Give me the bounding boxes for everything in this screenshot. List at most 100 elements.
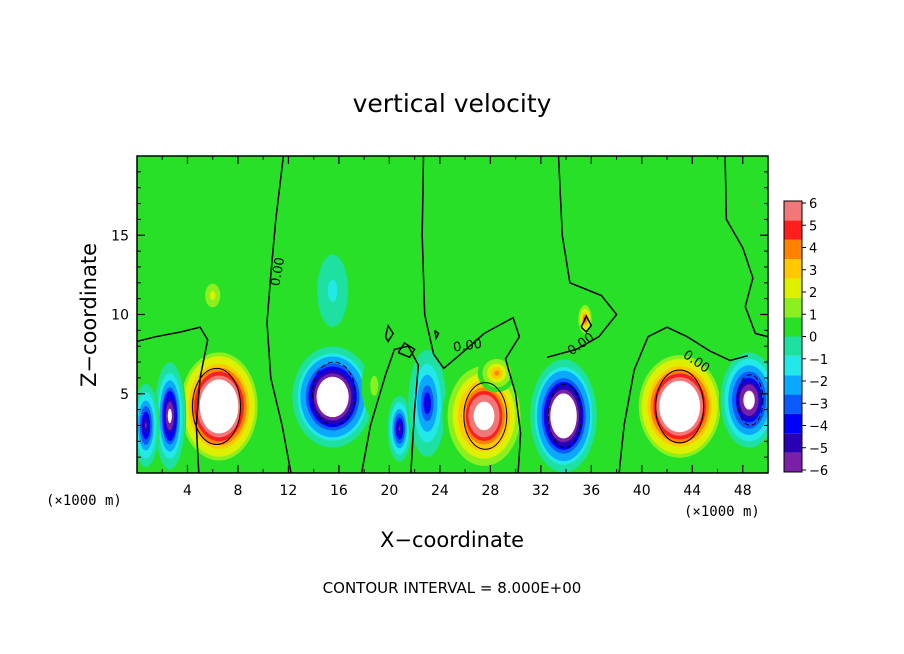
zero-contour-line (397, 341, 416, 359)
zero-contour-line (421, 156, 522, 473)
field-cell (452, 179, 579, 291)
colorbar-band (784, 413, 802, 434)
colorbar-band (784, 452, 802, 472)
colorbar-band (784, 375, 802, 395)
x-tick-label: 28 (481, 483, 499, 499)
y-axis: 5 10 15 (111, 171, 768, 458)
colorbar-tick-label: 5 (809, 219, 817, 234)
y-tick-label: 5 (120, 387, 129, 403)
field-cell (477, 354, 516, 393)
field-cell (212, 163, 314, 260)
field-contour-band (511, 231, 520, 239)
contour-labels: 0.000.00 0.000.00 (268, 256, 712, 376)
field-contour-band (373, 383, 376, 388)
field-contour-band (260, 208, 267, 215)
velocity-field (137, 156, 768, 473)
inner-contour-line (311, 361, 356, 426)
colorbar-band (784, 394, 802, 414)
colorbar-tick-label: −5 (809, 442, 828, 457)
field-contour-band (329, 393, 336, 401)
zero-contour-line (618, 326, 748, 473)
field-cell (289, 343, 376, 451)
field-contour-band (168, 412, 171, 420)
inner-contour-line (463, 382, 508, 450)
x-tick-label: 4 (183, 483, 192, 499)
field-contour-band (216, 402, 222, 411)
field-contour-band (481, 412, 487, 420)
field-cell (603, 211, 705, 307)
contour-label: 0.00 (452, 337, 483, 356)
colorbar-tick-label: 6 (809, 197, 817, 212)
field-cell (528, 355, 599, 473)
zero-contour-line (266, 156, 292, 473)
colorbar-tick-label: 2 (809, 286, 817, 301)
zero-contour-line (724, 156, 768, 338)
colorbar-band (784, 336, 802, 356)
chart-title: vertical velocity (353, 89, 552, 118)
colorbar-band (784, 201, 802, 221)
x-unit-label-right: (×1000 m) (684, 504, 760, 520)
field-contour-band (331, 287, 334, 294)
field-cell (386, 393, 413, 464)
colorbar-band (784, 278, 802, 298)
colorbar: 6 5 4 3 2 1 0 −1 −2 −3 −4 −5 −6 (783, 197, 828, 479)
colorbar-tick-label: −4 (809, 420, 828, 435)
field-contour-band (144, 422, 147, 429)
colorbar-band (784, 317, 802, 337)
colorbar-band (784, 259, 802, 279)
colorbar-tick-label: 0 (809, 331, 817, 346)
colorbar-tick-label: −3 (809, 397, 828, 412)
inner-contour-line (547, 383, 582, 449)
zero-contour-line (580, 314, 593, 333)
field-contour-band (495, 371, 498, 375)
zero-contour-line (384, 323, 395, 343)
y-axis-label: Z−coordinate (77, 243, 101, 387)
x-tick-label: 44 (683, 483, 701, 499)
colorbar-tick-label: −2 (809, 375, 828, 390)
zero-contour-line (434, 329, 440, 341)
zero-contour-line (137, 326, 209, 473)
colorbar-tick-label: 3 (809, 264, 817, 279)
x-tick-label: 24 (431, 483, 449, 499)
zero-contour-line (547, 156, 618, 359)
contour-interval-footer: CONTOUR INTERVAL = 8.000E+00 (323, 579, 582, 597)
colorbar-band (784, 355, 802, 376)
colorbar-band (784, 220, 802, 240)
x-tick-label: 40 (633, 483, 651, 499)
field-cell (174, 344, 264, 469)
field-cell (361, 354, 387, 418)
field-cell (137, 381, 160, 470)
colorbar-tick-label: −6 (809, 464, 828, 479)
field-cell (718, 349, 768, 451)
colorbar-tick-label: −1 (809, 353, 828, 368)
field-contour-band (651, 256, 658, 262)
field-cell (442, 358, 526, 473)
field-contour-band (425, 399, 429, 407)
field-cell (407, 346, 448, 461)
colorbar-band (784, 433, 802, 453)
field-contour-band (676, 402, 683, 411)
x-tick-label: 36 (582, 483, 600, 499)
field-cell (632, 347, 727, 466)
x-tick-label: 12 (280, 483, 298, 499)
y-tick-label: 15 (111, 228, 129, 244)
colorbar-tick-label: 1 (809, 308, 817, 323)
x-tick-label: 16 (330, 483, 348, 499)
inner-contour-line (192, 367, 241, 445)
field-contour-band (747, 396, 751, 404)
zero-contours (137, 156, 768, 473)
field-cell (153, 358, 187, 473)
x-tick-label: 48 (734, 483, 752, 499)
x-axis-label: X−coordinate (380, 528, 524, 552)
field-cell (313, 246, 352, 336)
inner-contour-line (737, 374, 764, 426)
field-cell (197, 271, 228, 320)
colorbar-tick-label: 4 (809, 242, 817, 257)
x-tick-label: 32 (532, 483, 550, 499)
x-tick-label: 20 (380, 483, 398, 499)
colorbar-band (784, 239, 802, 260)
field-contour-band (211, 293, 214, 297)
contour-label: 0.00 (268, 256, 288, 287)
x-axis: 4 8 12 16 20 24 28 32 36 40 44 48 (161, 156, 752, 499)
